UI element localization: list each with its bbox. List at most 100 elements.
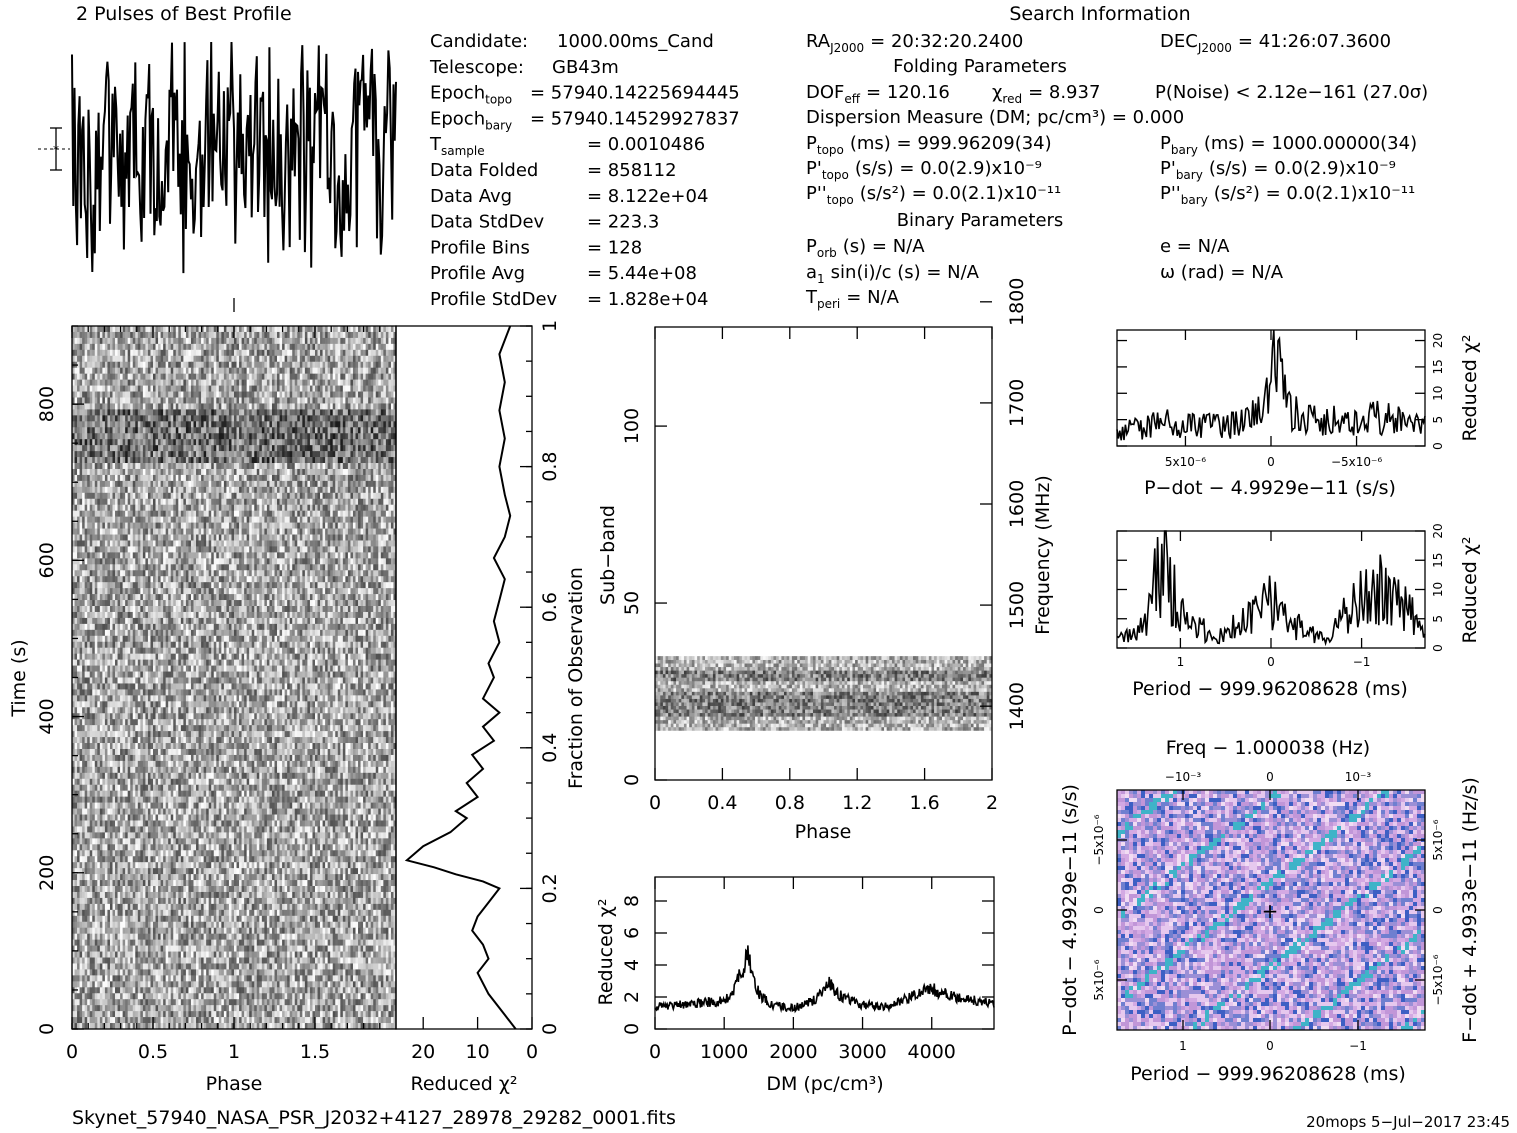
frequency-ytick: 1500	[1006, 581, 1028, 629]
omega-line: ω (rad) = N/A	[1160, 262, 1284, 283]
dm-xtick: 2000	[769, 1041, 817, 1063]
period-ytick: 10	[1431, 582, 1445, 597]
pdot-ytick: 0	[1431, 442, 1445, 450]
best-fit-marker: +	[1262, 899, 1279, 923]
frequency-ylabel: Frequency (MHz)	[1032, 475, 1054, 635]
dm-line	[654, 945, 995, 1014]
pdot-ytick: 10	[1431, 386, 1445, 401]
dm-value-line: Dispersion Measure (DM; pc/cm³) = 0.000	[806, 107, 1184, 128]
subband-ticks: 0 0.4 0.8 1.2 1.6 2 0 50 100 1400 1500 1600 1700 1800	[621, 278, 1028, 814]
ra-line: RAJ2000 = 20:32:20.2400	[806, 31, 1023, 55]
frequency-ytick: 1800	[1006, 278, 1028, 326]
chi2-time-ytick: 0.6	[539, 592, 561, 622]
p-pdot-plane-ytick: 5x10⁻⁶	[1092, 959, 1106, 1000]
subband-ytick: 0	[621, 774, 643, 786]
period-ylabel: Reduced χ²	[1459, 537, 1481, 644]
p-pdot-plane-y2tick: −5x10⁻⁶	[1431, 954, 1445, 1005]
period-ytick: 0	[1431, 644, 1445, 652]
info-left-value: = 57940.14225694445	[530, 83, 740, 104]
time-phase-ytick: 200	[36, 855, 58, 891]
info-left-value: = 0.0010486	[587, 134, 705, 155]
info-left-label: Profile Avg	[430, 263, 525, 284]
subband-xtick: 1.2	[842, 792, 872, 814]
info-left-label: Data Avg	[430, 186, 512, 207]
p-pdot-plane-ticks: 1 0 −1 −10⁻³ 0 10⁻³ −5x10⁻⁶ 0 5x10⁻⁶ 5x10⁻⁶ 0 −5x10…	[1092, 770, 1445, 1053]
dm-xtick: 4000	[908, 1041, 956, 1063]
subband-ytick: 100	[621, 408, 643, 444]
time-phase-xlabel: Phase	[206, 1073, 263, 1095]
pdot-line	[1116, 329, 1426, 441]
time-phase-xtick: 1	[228, 1041, 240, 1063]
p-pdot-plane-heatmap	[1117, 790, 1425, 1030]
profile-errorbar: *	[38, 127, 70, 171]
dm-ytick: 4	[621, 959, 643, 971]
frequency-ytick: 1400	[1006, 682, 1028, 730]
chi2-time-xtick: 0	[526, 1041, 538, 1063]
subband-xlabel: Phase	[795, 821, 852, 843]
time-phase-ytick: 400	[36, 698, 58, 734]
time-phase-ytick: 600	[36, 542, 58, 578]
info-left-block: Candidate: 1000.00ms_Cand Telescope: GB43m E…	[429, 31, 740, 310]
time-phase-plot: 0 0.5 1 1.5 0 200 400 600 800 Phase Time (s)	[8, 298, 397, 1095]
pdot-ytick: 15	[1431, 359, 1445, 374]
pdot-bary-line: P'bary (s/s) = 0.0(2.9)x10⁻⁹	[1160, 158, 1396, 182]
info-left-label: Data StdDev	[430, 212, 545, 233]
footer-stamp: 20mops 5−Jul−2017 23:45	[1306, 1113, 1510, 1131]
time-phase-xtick: 1.5	[300, 1041, 330, 1063]
chi2-time-xtick: 20	[411, 1041, 435, 1063]
subband-ytick: 50	[621, 591, 643, 615]
dm-xlabel: DM (pc/cm³)	[766, 1073, 883, 1095]
chi2-time-xlabel: Reduced χ²	[411, 1073, 518, 1095]
time-phase-ticks: 0 0.5 1 1.5 0 200 400 600 800	[36, 298, 381, 1063]
period-ytick: 5	[1431, 615, 1445, 623]
info-left-label: Tsample	[429, 134, 485, 158]
dm-ytick: 2	[621, 991, 643, 1003]
frequency-ytick: 1700	[1006, 379, 1028, 427]
info-left-label: Epochtopo	[430, 83, 512, 107]
tperi-line: Tperi = N/A	[805, 287, 900, 311]
pdot-ytick: 20	[1431, 333, 1445, 348]
dm-ytick: 0	[621, 1023, 643, 1035]
period-line	[1116, 530, 1426, 647]
dm-ytick: 8	[621, 895, 643, 907]
dec-line: DECJ2000 = 41:26:07.3600	[1160, 31, 1391, 55]
time-phase-xtick: 0.5	[138, 1041, 168, 1063]
subband-xtick: 0.8	[775, 792, 805, 814]
pdot-xtick: 0	[1267, 455, 1275, 469]
chi2-time-plot: 20 10 00 0.2 0.4 0.6 0.8 1 Reduced χ² Fraction …	[395, 320, 587, 1095]
svg-text:*: *	[53, 143, 59, 157]
porb-line: Porb (s) = N/A	[806, 236, 925, 260]
dm-xtick: 0	[649, 1041, 661, 1063]
ecc-line: e = N/A	[1160, 236, 1230, 257]
p-pdot-plane-xlabel: Period − 999.96208628 (ms)	[1130, 1063, 1406, 1085]
p-pdot-plane-x2tick: −10⁻³	[1165, 770, 1202, 784]
info-left-value: = 5.44e+08	[587, 263, 697, 284]
info-left-label: Profile StdDev	[430, 289, 558, 310]
pdot-xtick: −5x10⁻⁶	[1331, 455, 1382, 469]
p-pdot-plane-y2label: F−dot + 4.9933e−11 (Hz/s)	[1459, 777, 1481, 1043]
pddot-bary-line: P''bary (s/s²) = 0.0(2.1)x10⁻¹¹	[1160, 183, 1415, 207]
period-ytick: 20	[1431, 523, 1445, 538]
info-middle-block: RAJ2000 = 20:32:20.2400 DOFeff = 120.16 χred…	[805, 31, 1428, 311]
info-left-label: Epochbary	[430, 108, 512, 132]
pdot-topo-line: P'topo (s/s) = 0.0(2.9)x10⁻⁹	[806, 158, 1042, 182]
chi2-time-ticks: 20 10 00 0.2 0.4 0.6 0.8 1	[411, 320, 561, 1063]
p-pdot-plane-x2tick: 0	[1266, 770, 1274, 784]
chi2-time-ytick: 0.4	[539, 733, 561, 763]
p-pdot-plane-x2label: Freq − 1.000038 (Hz)	[1166, 737, 1370, 759]
info-left-label: Telescope:	[429, 57, 524, 78]
pulse-profile-line	[71, 41, 397, 274]
subband-xtick: 2	[986, 792, 998, 814]
info-left-label: Candidate:	[430, 31, 528, 52]
time-phase-xtick: 0	[66, 1041, 78, 1063]
footer-filename: Skynet_57940_NASA_PSR_J2032+4127_28978_2…	[72, 1107, 676, 1129]
dm-ytick: 6	[621, 927, 643, 939]
dm-ylabel: Reduced χ²	[595, 899, 617, 1006]
p-pdot-plane-ytick: −5x10⁻⁶	[1092, 814, 1106, 865]
folding-title: Folding Parameters	[893, 56, 1067, 77]
subband-heatmap	[655, 656, 992, 731]
info-left-value: = 223.3	[587, 212, 659, 233]
p-pdot-plane-plot: + 1 0 −1 −10⁻³ 0 10⁻³ −5x10⁻⁶ 0 5x10⁻⁶ 5x10⁻⁶ 0 −5x…	[1059, 737, 1481, 1085]
p-pdot-plane-x2tick: 10⁻³	[1345, 770, 1372, 784]
